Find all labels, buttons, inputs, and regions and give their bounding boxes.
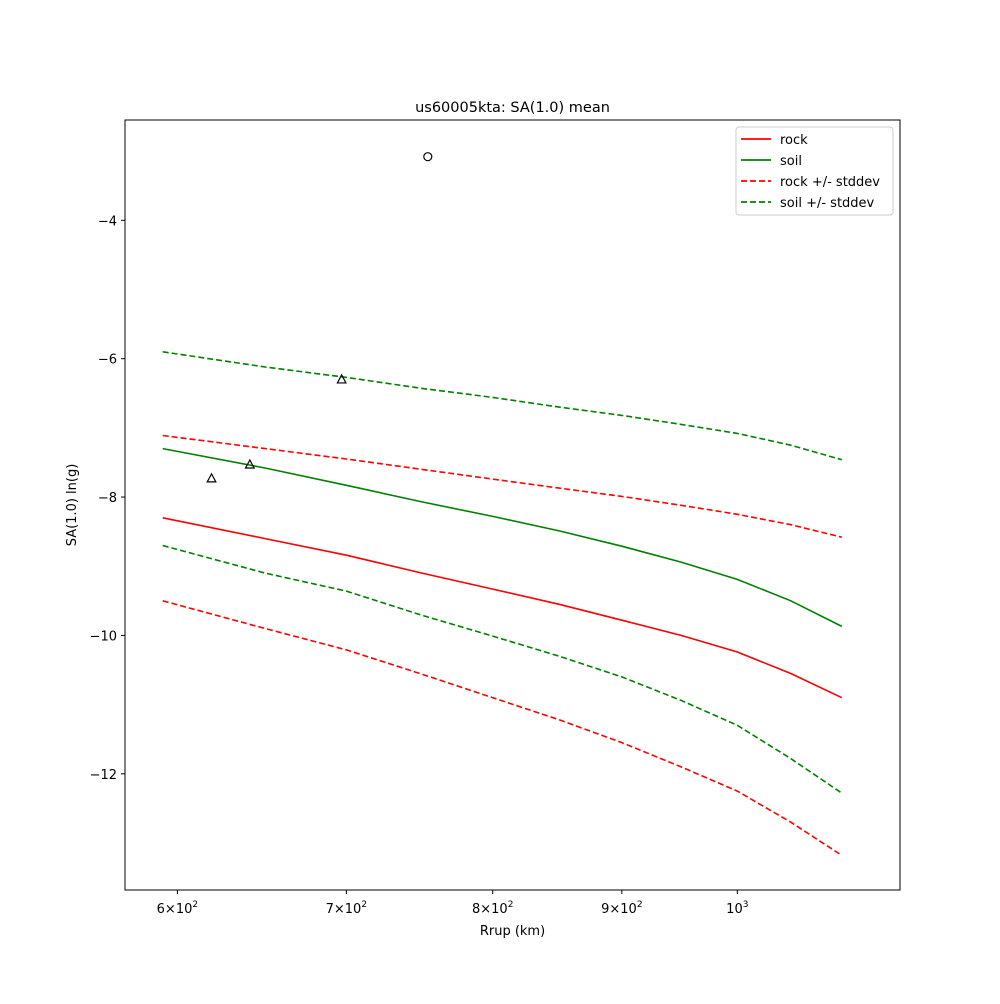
chart-title: us60005kta: SA(1.0) mean bbox=[415, 100, 610, 116]
legend-label: rock bbox=[780, 133, 808, 148]
legend-box bbox=[735, 126, 894, 216]
y-tick-label: −6 bbox=[98, 353, 117, 368]
series-line-soil bbox=[162, 447, 843, 628]
triangle-marker bbox=[244, 458, 256, 469]
legend-label: rock +/- stddev bbox=[780, 175, 880, 190]
y-tick-label: −4 bbox=[98, 214, 117, 229]
x-axis-label: Rrup (km) bbox=[480, 924, 545, 939]
legend-label: soil bbox=[780, 154, 802, 169]
plot-area-frame bbox=[124, 119, 901, 891]
series-line-rock-stddev bbox=[162, 600, 843, 857]
circle-marker bbox=[423, 152, 433, 162]
plot-lines bbox=[162, 351, 843, 857]
series-line-soil-stddev bbox=[162, 544, 843, 794]
series-line-soil-stddev bbox=[162, 351, 843, 461]
x-tick-label: 7×102 bbox=[326, 900, 367, 917]
x-tick-label: 103 bbox=[726, 900, 748, 917]
x-tick-label: 9×102 bbox=[601, 900, 642, 917]
x-tick-label: 6×102 bbox=[157, 900, 198, 917]
triangle-marker bbox=[336, 373, 347, 384]
y-axis-label: SA(1.0) ln(g) bbox=[65, 464, 80, 547]
observed-markers bbox=[206, 152, 433, 483]
x-tick-label: 8×102 bbox=[472, 900, 513, 917]
y-tick-label: −8 bbox=[98, 491, 117, 506]
y-tick-label: −12 bbox=[90, 768, 117, 783]
series-line-rock-stddev bbox=[162, 434, 842, 538]
legend: rock soil rock +/- stddev soil +/- stddev bbox=[735, 126, 894, 216]
legend-label: soil +/- stddev bbox=[780, 196, 875, 211]
series-line-rock bbox=[162, 517, 843, 699]
axis-ticks: 6×102 7×102 8×102 9×102 103 −4 −6 −8 −10 −12 bbox=[90, 214, 749, 917]
triangle-marker bbox=[206, 472, 217, 483]
y-tick-label: −10 bbox=[90, 629, 117, 644]
